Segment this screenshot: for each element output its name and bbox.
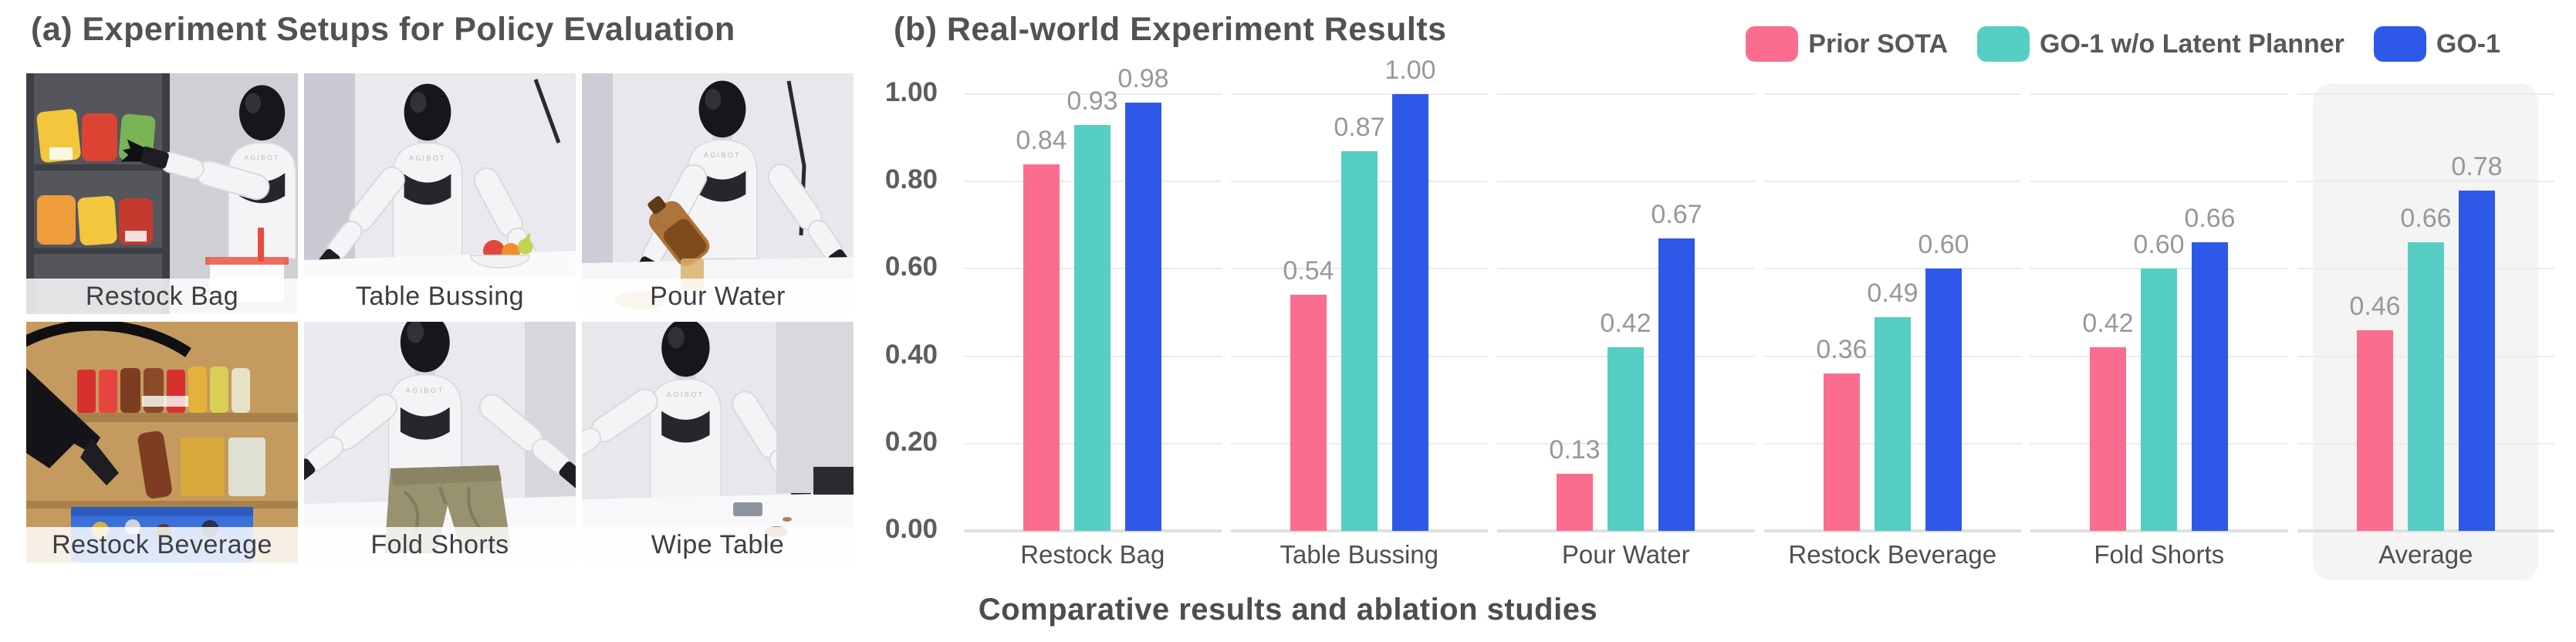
- bar-value-label: 0.78: [2451, 152, 2503, 181]
- x-axis-baseline: [1230, 529, 1488, 532]
- bar-value-label: 1.00: [1384, 56, 1436, 85]
- legend-item: Prior SOTA: [1746, 26, 1948, 62]
- photo-tile-pour-water: Pour Water: [582, 73, 854, 314]
- gridline: [1497, 268, 1755, 270]
- photo-tile-restock-bag: Restock Bag: [26, 73, 298, 314]
- bar: [1607, 347, 1644, 531]
- bar: [1125, 103, 1161, 531]
- gridline: [1763, 181, 2021, 183]
- category-label: Fold Shorts: [2094, 540, 2225, 569]
- bar: [2357, 330, 2393, 531]
- gridline: [1763, 93, 2021, 95]
- bar-value-label: 0.36: [1816, 335, 1868, 364]
- x-axis-baseline: [1497, 529, 1755, 532]
- bar: [1658, 238, 1695, 531]
- photo-label: Wipe Table: [582, 527, 854, 563]
- legend-item: GO-1: [2373, 26, 2500, 62]
- photo-label: Table Bussing: [304, 279, 576, 314]
- bar: [1023, 164, 1060, 531]
- y-tick-label: 0.40: [884, 339, 938, 370]
- panel-a-title: (a) Experiment Setups for Policy Evaluat…: [31, 11, 735, 48]
- category-label: Restock Bag: [1020, 540, 1165, 569]
- bar-value-label: 0.87: [1334, 113, 1385, 142]
- photo-tile-wipe-table: Wipe Table: [582, 322, 854, 563]
- y-tick-label: 0.80: [884, 164, 938, 195]
- bar-value-label: 0.98: [1117, 64, 1169, 93]
- category-label: Restock Beverage: [1788, 540, 1997, 569]
- bar-value-label: 0.66: [2184, 204, 2236, 233]
- bar-value-label: 0.84: [1016, 126, 1067, 155]
- bar: [2141, 269, 2177, 531]
- gridline: [1230, 93, 1488, 95]
- photo-label: Restock Bag: [26, 279, 298, 314]
- photo-tile-restock-beverage: Restock Beverage: [26, 322, 298, 563]
- photo-label: Pour Water: [582, 279, 854, 314]
- gridline: [2030, 93, 2288, 95]
- y-tick-label: 1.00: [884, 77, 938, 107]
- bar: [1074, 125, 1111, 531]
- bar-value-label: 0.13: [1549, 435, 1601, 465]
- bar: [1824, 373, 1860, 531]
- bar: [1875, 317, 1911, 531]
- y-tick-label: 0.60: [884, 252, 938, 282]
- photo-tile-fold-shorts: Fold Shorts: [304, 322, 576, 563]
- bar: [1392, 94, 1428, 531]
- legend-label: Prior SOTA: [1808, 29, 1949, 59]
- bar: [2090, 347, 2126, 531]
- restock-bag-photo-art: [26, 73, 298, 314]
- legend-swatch: [1977, 26, 2030, 62]
- legend-item: GO-1 w/o Latent Planner: [1977, 26, 2344, 62]
- bar-value-label: 0.42: [1600, 309, 1651, 338]
- category-label: Pour Water: [1561, 540, 1690, 569]
- gridline: [1497, 181, 1755, 183]
- figure-caption: Comparative results and ablation studies: [978, 593, 1598, 627]
- bar: [2459, 191, 2495, 531]
- bar-value-label: 0.60: [2133, 230, 2185, 259]
- bar-value-label: 0.93: [1067, 86, 1118, 116]
- x-axis-baseline: [964, 529, 1222, 532]
- x-axis-baseline: [2030, 529, 2288, 532]
- gridline: [1497, 93, 1755, 95]
- category-label: Table Bussing: [1280, 540, 1438, 569]
- gridline: [2297, 181, 2554, 183]
- bar-value-label: 0.42: [2082, 309, 2134, 338]
- x-axis-baseline: [2297, 529, 2554, 532]
- panel-b-title: (b) Real-world Experiment Results: [894, 11, 1447, 48]
- bar-value-label: 0.54: [1283, 256, 1334, 286]
- bar-value-label: 0.49: [1867, 279, 1918, 308]
- gridline: [1763, 268, 2021, 270]
- x-axis-baseline: [1763, 529, 2021, 532]
- bar-value-label: 0.66: [2400, 204, 2452, 233]
- bar: [1557, 474, 1593, 531]
- y-tick-label: 0.20: [884, 426, 938, 457]
- bar: [1925, 269, 1962, 531]
- legend-label: GO-1: [2436, 29, 2500, 59]
- legend-label: GO-1 w/o Latent Planner: [2040, 29, 2344, 59]
- bar-value-label: 0.46: [2349, 292, 2401, 321]
- category-label: Average: [2378, 540, 2473, 569]
- bar: [2408, 242, 2444, 531]
- bar: [1290, 295, 1327, 531]
- legend-swatch: [1746, 26, 1799, 62]
- y-tick-label: 0.00: [884, 514, 938, 544]
- legend: Prior SOTA GO-1 w/o Latent Planner GO-1: [1746, 26, 2500, 62]
- bar: [1341, 151, 1378, 531]
- photo-label: Restock Beverage: [26, 527, 298, 563]
- bar-value-label: 0.67: [1651, 200, 1702, 229]
- gridline: [2030, 181, 2288, 183]
- bar: [2192, 242, 2228, 531]
- gridline: [2297, 93, 2554, 95]
- photo-label: Fold Shorts: [304, 527, 576, 563]
- photo-tile-table-bussing: Table Bussing: [304, 73, 576, 314]
- legend-swatch: [2373, 26, 2426, 62]
- gridline: [964, 93, 1222, 95]
- bar-value-label: 0.60: [1918, 230, 1969, 259]
